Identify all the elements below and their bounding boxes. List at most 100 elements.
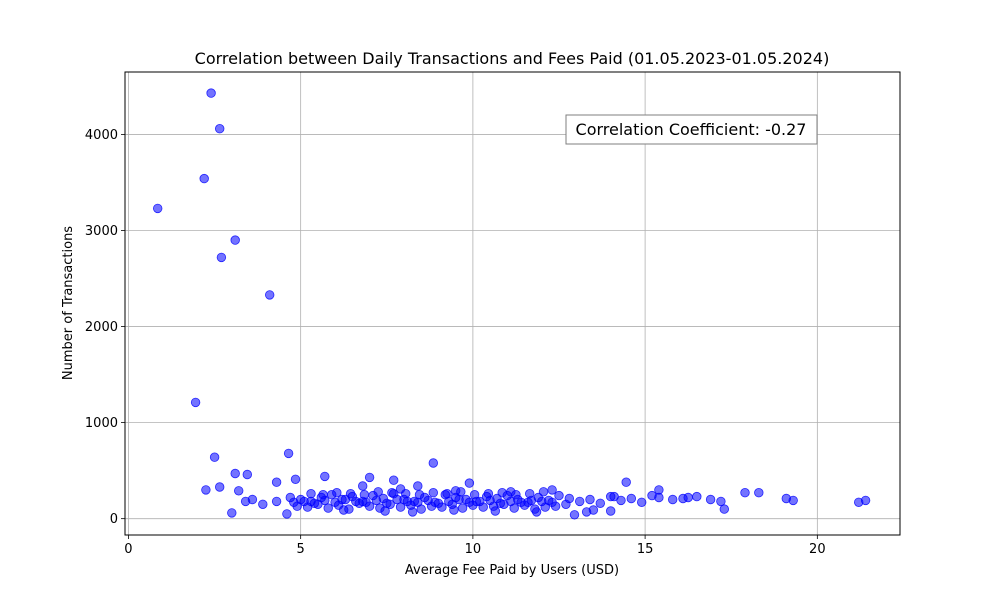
data-point [359, 490, 370, 500]
data-point [569, 510, 580, 520]
data-point [531, 507, 542, 517]
data-point [506, 487, 516, 497]
data-point [442, 489, 452, 499]
data-point [547, 485, 557, 495]
data-point [332, 488, 342, 498]
data-point [361, 497, 371, 508]
data-point [490, 506, 501, 516]
data-point [683, 492, 693, 503]
data-point [860, 495, 871, 506]
x-tick-label: 5 [297, 542, 305, 557]
data-point [464, 497, 475, 508]
data-point [382, 498, 392, 509]
data-point [428, 488, 439, 498]
data-point [201, 485, 211, 495]
chart-title: Correlation between Daily Transactions a… [195, 49, 830, 68]
data-point [451, 486, 461, 496]
data-point [190, 397, 201, 408]
y-tick-label: 2000 [85, 320, 118, 335]
data-point [392, 494, 402, 505]
data-point [345, 489, 356, 499]
x-tick-label: 15 [637, 542, 654, 557]
data-point [407, 507, 418, 517]
data-point [373, 487, 383, 497]
y-tick-label: 4000 [85, 128, 118, 143]
data-point [364, 472, 375, 483]
data-point [199, 173, 209, 184]
x-tick-label: 20 [809, 542, 826, 557]
data-point [495, 498, 506, 509]
data-point [585, 494, 595, 505]
data-point [588, 505, 599, 515]
data-point [323, 503, 333, 513]
x-tick-label: 0 [124, 542, 132, 557]
x-axis-label: Average Fee Paid by Users (USD) [405, 563, 619, 578]
data-point [668, 494, 678, 505]
data-point [247, 494, 258, 505]
data-point [554, 490, 564, 501]
data-point [395, 484, 406, 494]
data-point [214, 123, 225, 134]
data-point [242, 469, 253, 480]
plot-area-frame [124, 71, 901, 536]
data-point [214, 482, 225, 492]
data-point [318, 490, 328, 500]
data-point [719, 504, 730, 514]
y-axis-label: Number of Transactions [61, 226, 76, 380]
data-point [206, 88, 216, 98]
data-point [483, 489, 494, 499]
data-point [609, 491, 619, 502]
data-point [537, 496, 547, 507]
data-point [475, 496, 485, 507]
data-point [469, 490, 480, 500]
data-point [497, 488, 507, 498]
data-point [740, 488, 750, 498]
data-point [637, 497, 647, 508]
correlation-annotation: Correlation Coefficient: -0.27 [565, 114, 818, 145]
data-point [561, 499, 571, 510]
data-point [413, 497, 423, 508]
data-point [233, 486, 244, 496]
data-point [299, 496, 309, 507]
data-point [230, 235, 240, 245]
data-point [320, 471, 330, 482]
data-point [330, 497, 340, 508]
data-point [413, 481, 423, 491]
data-point [516, 497, 526, 508]
data-point [433, 498, 444, 509]
data-point [395, 502, 406, 512]
data-point [414, 490, 425, 500]
data-point [449, 505, 459, 515]
data-point [647, 490, 657, 501]
x-tick-label: 10 [465, 542, 482, 557]
data-point [428, 458, 439, 468]
data-point [547, 497, 557, 508]
y-tick-label: 0 [110, 512, 118, 527]
annotation-box [565, 114, 818, 145]
data-point [621, 477, 631, 487]
data-point [258, 499, 268, 510]
data-point [606, 506, 616, 516]
data-point [380, 506, 390, 516]
data-point [271, 496, 282, 507]
data-point [282, 509, 292, 519]
data-point [290, 474, 301, 485]
data-point [692, 491, 702, 502]
data-point [525, 489, 535, 499]
data-point [265, 290, 275, 300]
data-point [705, 494, 716, 505]
data-point [387, 488, 397, 498]
data-point [289, 497, 299, 508]
data-point [340, 494, 351, 505]
y-axis-ticks: 0 1000 2000 3000 4000 [85, 128, 125, 527]
data-point [595, 498, 606, 509]
data-point [506, 496, 516, 507]
data-point [306, 489, 316, 499]
data-point [271, 477, 282, 487]
data-point [152, 203, 163, 214]
data-point [371, 495, 382, 506]
y-tick-label: 1000 [85, 416, 118, 431]
data-points [152, 88, 871, 520]
